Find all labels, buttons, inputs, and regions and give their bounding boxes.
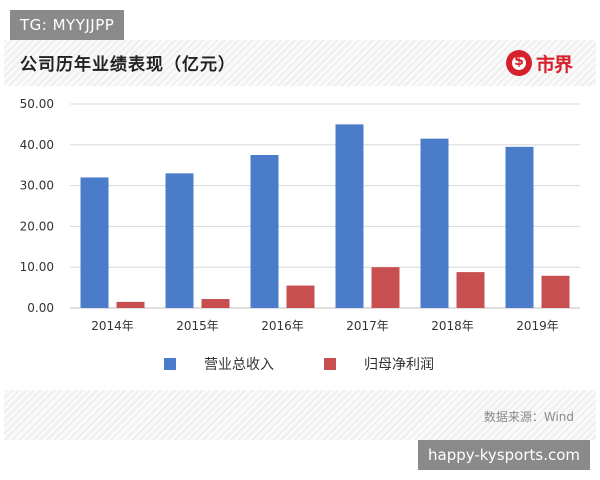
y-tick-label: 50.00: [20, 97, 54, 111]
watermark-top: TG: MYYJJPP: [10, 10, 125, 40]
y-tick-label: 40.00: [20, 138, 54, 152]
logo-mark-icon: [505, 50, 532, 76]
legend-swatch-revenue: [164, 358, 176, 370]
bar-revenue: [335, 124, 364, 309]
legend-label-profit: 归母净利润: [364, 357, 434, 373]
bars: [80, 124, 570, 309]
x-tick-label: 2014年: [91, 319, 134, 333]
bar-net-profit: [541, 275, 570, 308]
x-axis: 2014年 2015年 2016年 2017年 2018年 2019年: [91, 319, 559, 333]
legend-swatch-profit: [324, 358, 336, 370]
y-tick-label: 30.00: [20, 179, 54, 193]
watermark-bottom: happy-kysports.com: [418, 440, 590, 470]
x-tick-label: 2018年: [431, 319, 474, 333]
chart-title: 公司历年业绩表现（亿元）: [20, 55, 236, 75]
bar-revenue: [250, 155, 279, 308]
data-source: 数据来源：Wind: [483, 410, 574, 424]
x-tick-label: 2017年: [346, 319, 389, 333]
bar-net-profit: [286, 285, 315, 308]
brand-logo: 市界: [505, 48, 573, 78]
x-tick-label: 2019年: [516, 319, 559, 333]
title-band: 公司历年业绩表现（亿元） 市界: [4, 40, 596, 86]
legend-item-revenue: 营业总收入: [164, 354, 274, 374]
x-tick-label: 2015年: [176, 319, 219, 333]
legend: 营业总收入 归母净利润: [4, 348, 596, 378]
y-tick-label: 0.00: [27, 301, 54, 315]
bar-revenue: [505, 146, 534, 308]
x-tick-label: 2016年: [261, 319, 304, 333]
bar-net-profit: [456, 272, 485, 308]
chart-card: 公司历年业绩表现（亿元） 市界 0.00 10.00 20.00 30.00 40.00…: [4, 40, 596, 440]
bar-net-profit: [371, 267, 400, 308]
bar-net-profit: [201, 299, 230, 308]
y-tick-label: 20.00: [20, 219, 54, 233]
bar-revenue: [80, 177, 109, 308]
legend-item-profit: 归母净利润: [324, 354, 434, 374]
logo-text: 市界: [535, 53, 573, 76]
legend-label-revenue: 营业总收入: [204, 357, 274, 373]
bar-chart: 0.00 10.00 20.00 30.00 40.00 50.00 2014年 2015年…: [20, 97, 580, 333]
bar-revenue: [165, 173, 194, 308]
bar-net-profit: [116, 301, 145, 308]
bar-revenue: [420, 138, 449, 308]
y-tick-label: 10.00: [20, 260, 54, 274]
gridlines: [70, 103, 580, 309]
y-axis: 0.00 10.00 20.00 30.00 40.00 50.00: [20, 97, 54, 315]
footer-band: 数据来源：Wind: [4, 390, 596, 440]
